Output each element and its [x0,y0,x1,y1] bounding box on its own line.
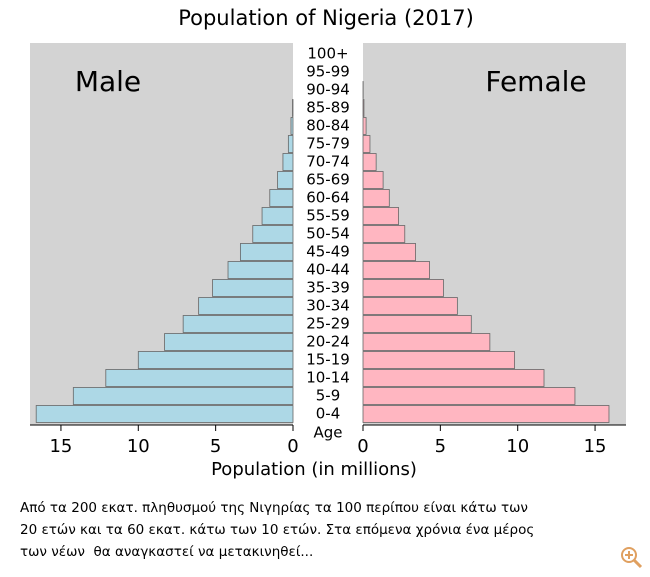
x-tick-label: 15 [49,436,72,457]
bar [362,225,406,243]
y-tick-label: 10-14 [306,369,350,387]
bar [362,387,576,405]
bar [362,315,472,333]
bar [362,261,430,279]
caption-line: των νέων θα αναγκαστεί να μετακινηθεί... [20,544,313,560]
x-tick-label: 15 [584,436,607,457]
bar [198,297,294,315]
y-tick-label: 30-34 [306,297,350,315]
x-tick-label: 10 [127,436,150,457]
bar [287,135,294,153]
y-tick-label: 15-19 [306,351,350,369]
legend-label: Male [75,65,141,98]
zoom-icon[interactable] [621,547,643,569]
bar [290,117,294,135]
y-tick-label: 25-29 [306,315,350,333]
bar [261,207,294,225]
bar [252,225,294,243]
y-tick-label: 55-59 [306,207,350,225]
y-tick-label: 80-84 [306,117,350,135]
y-tick-label: 45-49 [306,243,350,261]
bar [277,171,294,189]
y-tick-label: 0-4 [316,405,341,423]
bar [269,189,294,207]
y-tick-label: 5-9 [316,387,341,405]
chart-title: Population of Nigeria (2017) [178,6,474,30]
bar [362,189,390,207]
bar [362,405,610,423]
bar [362,243,416,261]
y-tick-label: 35-39 [306,279,350,297]
y-tick-label: 60-64 [306,189,350,207]
bar [212,279,294,297]
x-tick-label: 0 [357,436,368,457]
y-tick-label: 70-74 [306,153,350,171]
bar [362,171,384,189]
bar [72,387,294,405]
x-tick-label: 5 [210,436,221,457]
bar [362,297,458,315]
bar [164,333,294,351]
bar [362,369,545,387]
x-tick-label: 5 [435,436,446,457]
y-tick-label: 95-99 [306,63,350,81]
bar [105,369,294,387]
y-tick-label: 65-69 [306,171,350,189]
bar [239,243,294,261]
bar [362,333,491,351]
bar [362,153,377,171]
x-axis-label: Population (in millions) [211,459,417,480]
x-tick-label: 0 [287,436,298,457]
y-tick-label: 90-94 [306,81,350,99]
bar [362,279,444,297]
caption-line: Από τα 200 εκατ. πληθυσμού της Νιγηρίας … [20,500,528,516]
legend-label: Female [485,65,586,98]
bar [362,135,371,153]
bar [137,351,294,369]
bar [362,99,365,117]
bar [227,261,294,279]
bar [182,315,294,333]
bar [362,207,399,225]
bar [362,351,516,369]
bar [282,153,294,171]
y-tick-label: 40-44 [306,261,350,279]
bar [35,405,294,423]
y-tick-label: 100+ [307,45,348,63]
x-tick-label: 10 [506,436,529,457]
y-tick-label: 50-54 [306,225,350,243]
y-tick-label: 85-89 [306,99,350,117]
y-tick-label: 20-24 [306,333,350,351]
caption-line: 20 ετών και τα 60 εκατ. κάτω των 10 ετών… [20,522,534,538]
age-label: Age [313,424,342,442]
y-tick-label: 75-79 [306,135,350,153]
bar [362,117,367,135]
